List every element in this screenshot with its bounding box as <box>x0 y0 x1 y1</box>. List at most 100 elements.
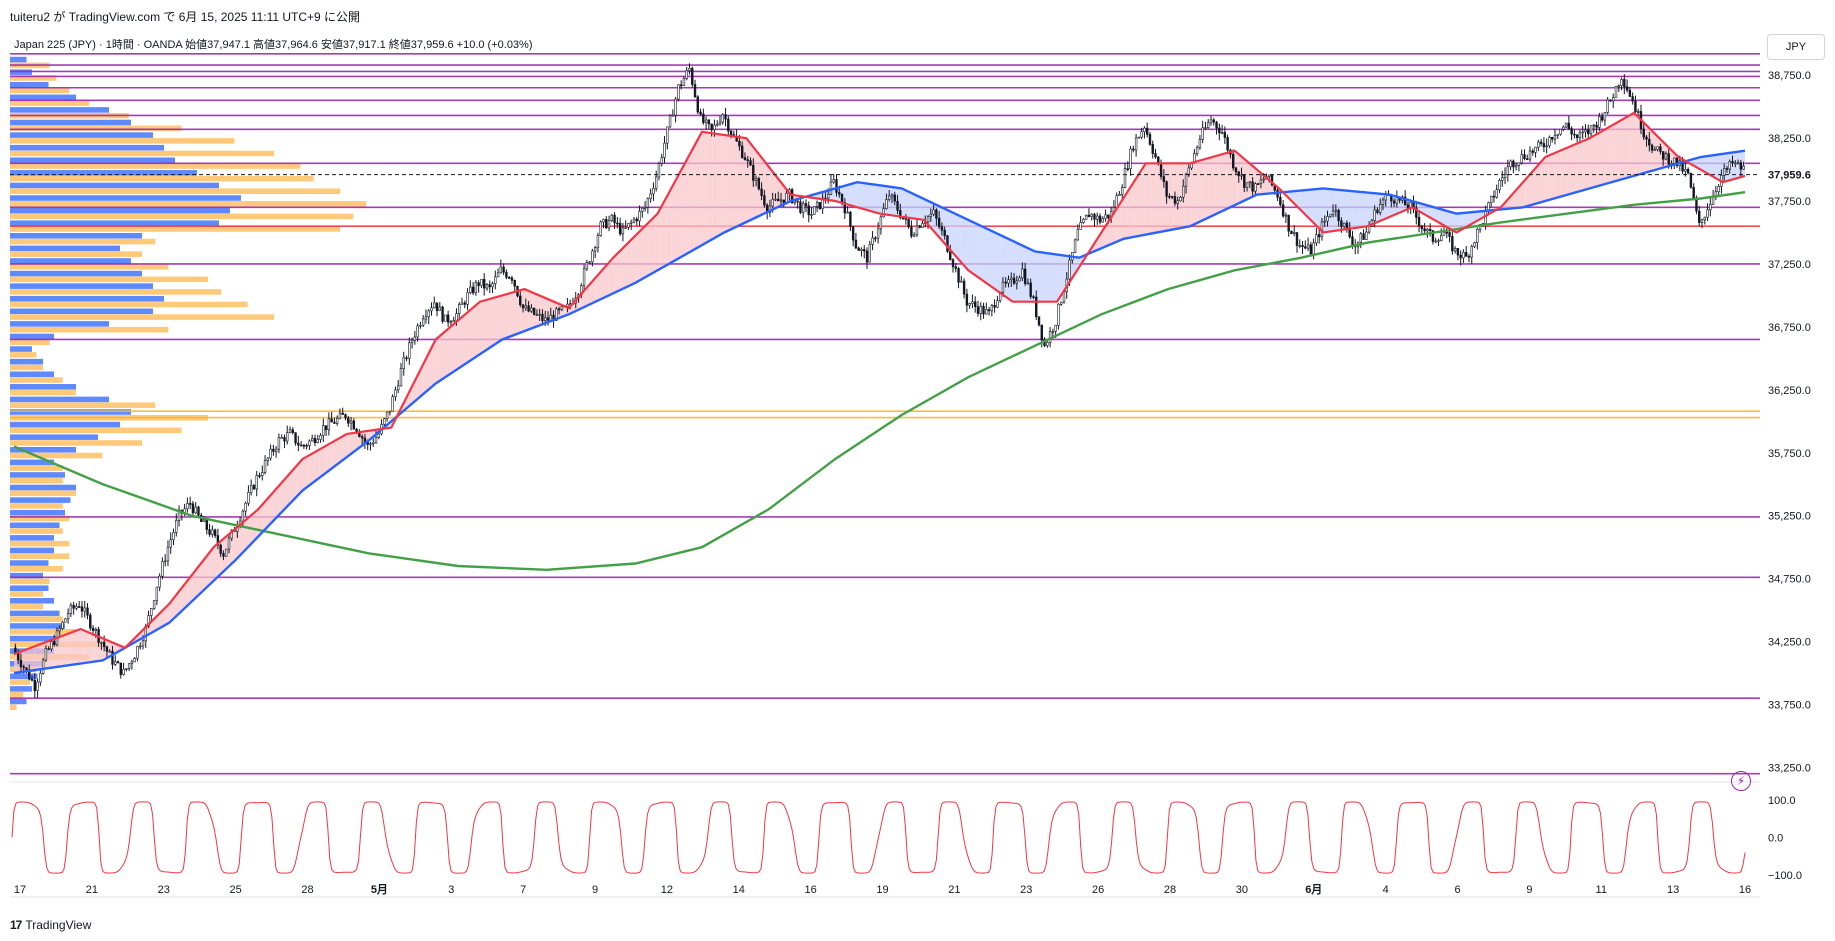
ma-cloud-segment <box>1531 166 1538 205</box>
currency-button[interactable]: JPY <box>1767 34 1825 60</box>
ma-cloud-segment <box>642 222 649 279</box>
candle-body <box>1251 181 1254 192</box>
candle-body <box>1018 277 1021 282</box>
moving-average-blue <box>13 149 1746 675</box>
volume-profile-bar-orange <box>10 377 63 383</box>
candle-body <box>974 301 977 307</box>
candle-body <box>796 200 799 203</box>
candle-body <box>1453 248 1457 252</box>
candle-body <box>1531 150 1534 153</box>
ma-cloud-segment <box>198 559 205 595</box>
candle-body <box>202 519 206 522</box>
candle-body <box>272 448 275 452</box>
candle-body <box>249 485 253 493</box>
candle-body <box>729 130 733 135</box>
candle-body <box>102 641 106 648</box>
candle-body <box>918 225 921 228</box>
ma-cloud-segment <box>279 478 286 515</box>
ma-cloud-segment <box>989 229 995 290</box>
candle-body <box>1248 181 1252 184</box>
ma-cloud-segment <box>1208 156 1215 218</box>
candle-body <box>607 220 611 229</box>
candle-body <box>44 648 48 661</box>
ma-cloud-segment <box>1652 131 1659 171</box>
lightning-icon[interactable]: ⚡ <box>1731 771 1751 791</box>
volume-profile-bar-orange <box>10 150 274 157</box>
candle-body <box>61 621 64 629</box>
ma-cloud-segment <box>660 198 667 269</box>
candle-body <box>1312 242 1315 256</box>
candle-body <box>347 417 350 424</box>
top-bar: tuiteru2 が TradingView.com で 6月 15, 2025… <box>0 0 1835 28</box>
volume-profile-bar-blue <box>10 446 76 453</box>
volume-profile-bar-orange <box>10 175 314 182</box>
candle-body <box>846 211 849 214</box>
candle-body <box>1445 231 1448 234</box>
last-price-label: 37,959.6 <box>1768 170 1811 182</box>
volume-profile-bar-orange <box>10 704 17 711</box>
volume-profile-bar-blue <box>10 686 32 692</box>
candle-body <box>621 227 625 235</box>
candle-body <box>1512 160 1515 168</box>
candle-body <box>1492 195 1496 198</box>
volume-profile-bar-blue <box>10 321 109 327</box>
candle-body <box>1134 137 1138 151</box>
ma-cloud-segment <box>1450 211 1457 233</box>
ma-cloud-segment <box>1306 189 1313 222</box>
symbol-legend: Japan 225 (JPY) · 1時間 · OANDA 始値37,947.1… <box>14 39 533 51</box>
candle-body <box>1451 236 1454 252</box>
volume-profile-bar-blue <box>10 560 49 566</box>
candle-body <box>1725 168 1729 170</box>
price-axis-tick-label: 38,750.0 <box>1768 70 1811 82</box>
ma-cloud-segment <box>1139 164 1145 236</box>
candle-body <box>771 198 774 207</box>
ma-cloud-segment <box>267 491 274 527</box>
candle-body <box>899 210 902 219</box>
ma-cloud-segment <box>1698 156 1705 172</box>
candle-body <box>713 124 716 131</box>
ma-cloud-segment <box>544 297 551 324</box>
ma-cloud-segment <box>319 445 326 478</box>
candle-body <box>335 417 339 424</box>
time-axis-tick-label: 16 <box>805 884 817 896</box>
candle-body <box>1137 136 1141 139</box>
candle-body <box>408 342 411 359</box>
candle-body <box>283 437 286 442</box>
candle-body <box>627 223 630 228</box>
candle-body <box>1392 200 1396 204</box>
candle-body <box>591 250 594 263</box>
candle-body <box>1645 136 1648 140</box>
candle-body <box>1345 222 1349 229</box>
candle-body <box>1567 122 1571 129</box>
candle-body <box>743 157 747 161</box>
candle-body <box>1625 86 1629 91</box>
candle-body <box>566 303 569 307</box>
candle-body <box>1628 89 1632 97</box>
tradingview-brand: 17 TradingView <box>10 918 91 932</box>
candle-body <box>1606 99 1609 113</box>
candle-body <box>258 475 261 477</box>
ma-cloud-segment <box>492 296 499 346</box>
volume-profile-bar-blue <box>10 421 120 428</box>
candle-body <box>100 641 103 644</box>
candle-body <box>1029 282 1032 297</box>
volume-profile-bar-blue <box>10 459 54 466</box>
candle-body <box>1648 138 1651 146</box>
candle-body <box>14 647 17 653</box>
candle-body <box>990 304 994 312</box>
ma-cloud-segment <box>1444 210 1451 230</box>
candle-body <box>22 666 25 669</box>
candle-body <box>1234 167 1238 173</box>
candle-body <box>785 192 788 204</box>
candle-body <box>1689 172 1693 188</box>
candle-body <box>158 575 161 588</box>
ma-cloud-segment <box>464 310 470 365</box>
ma-cloud-segment <box>908 191 915 219</box>
candle-body <box>1476 229 1479 243</box>
volume-profile-bar-blue <box>10 308 153 315</box>
candle-body <box>1115 195 1118 208</box>
candle-body <box>871 237 874 245</box>
volume-profile-bar-orange <box>10 628 76 635</box>
tradingview-logo-icon: 17 <box>10 918 22 932</box>
